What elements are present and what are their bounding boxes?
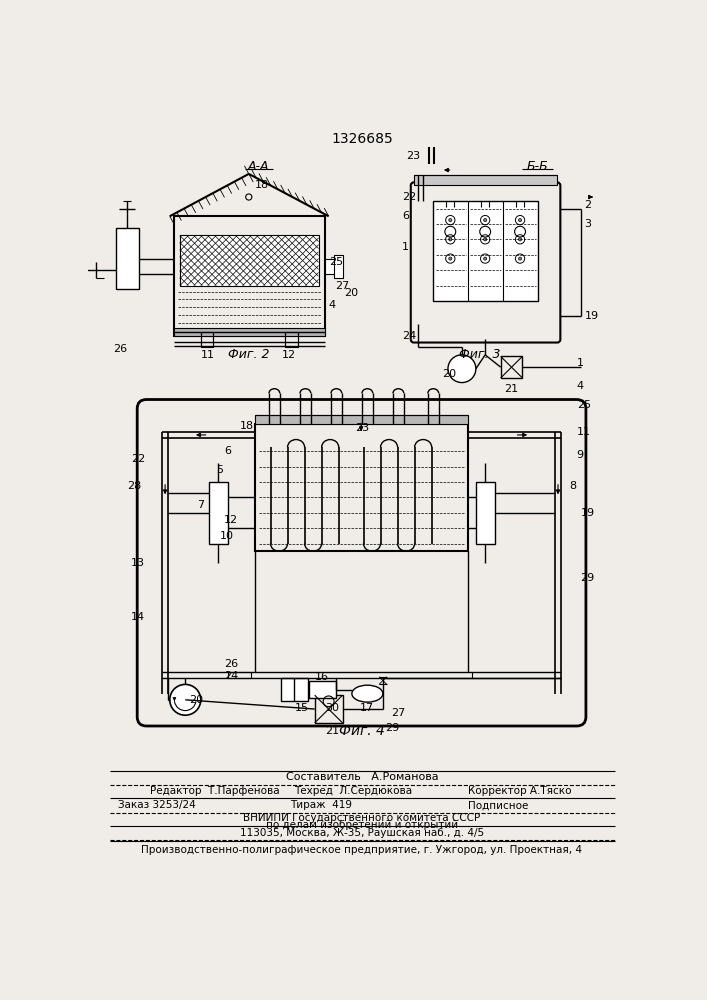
Text: 29: 29 xyxy=(580,573,595,583)
Text: 11: 11 xyxy=(201,350,215,360)
Circle shape xyxy=(484,238,486,241)
Circle shape xyxy=(518,219,522,222)
Bar xyxy=(433,201,538,301)
Text: 27: 27 xyxy=(391,708,405,718)
Bar xyxy=(315,695,343,723)
Bar xyxy=(209,482,228,544)
Text: 19: 19 xyxy=(585,311,599,321)
Circle shape xyxy=(448,355,476,383)
Text: 15: 15 xyxy=(296,703,309,713)
Text: 19: 19 xyxy=(580,508,595,518)
Circle shape xyxy=(170,684,201,715)
Circle shape xyxy=(74,265,86,276)
Text: 25: 25 xyxy=(329,257,343,267)
Text: 6: 6 xyxy=(224,446,231,456)
Text: 1: 1 xyxy=(402,242,409,252)
Text: 12: 12 xyxy=(224,515,238,525)
Bar xyxy=(174,328,325,336)
Text: 21: 21 xyxy=(505,384,519,394)
Text: 24: 24 xyxy=(402,331,416,341)
Text: 24: 24 xyxy=(224,671,238,681)
Circle shape xyxy=(449,257,452,260)
Text: 3: 3 xyxy=(585,219,591,229)
Text: 1326685: 1326685 xyxy=(331,132,393,146)
Text: 20: 20 xyxy=(443,369,457,379)
Text: А-А: А-А xyxy=(248,160,269,173)
Text: Тираж  419: Тираж 419 xyxy=(290,800,352,810)
Text: 14: 14 xyxy=(131,612,145,622)
Text: 17: 17 xyxy=(360,703,374,713)
Circle shape xyxy=(518,238,522,241)
Ellipse shape xyxy=(352,685,383,702)
Text: 27: 27 xyxy=(336,281,350,291)
Bar xyxy=(255,424,468,551)
Text: 22: 22 xyxy=(402,192,416,202)
Circle shape xyxy=(484,257,486,260)
Bar xyxy=(334,255,344,278)
Text: 28: 28 xyxy=(127,481,141,491)
Circle shape xyxy=(484,219,486,222)
Text: 6: 6 xyxy=(402,211,409,221)
Text: 4: 4 xyxy=(329,300,336,310)
Text: Техред  Л.Сердюкова: Техред Л.Сердюкова xyxy=(293,786,412,796)
Text: Подписное: Подписное xyxy=(468,800,529,810)
Text: 21: 21 xyxy=(325,726,339,736)
Text: Корректор А.Тяско: Корректор А.Тяско xyxy=(468,786,572,796)
Text: 113035, Москва, Ж-35, Раушская наб., д. 4/5: 113035, Москва, Ж-35, Раушская наб., д. … xyxy=(240,828,484,838)
Text: 10: 10 xyxy=(220,531,234,541)
Text: 23: 23 xyxy=(406,151,420,161)
Text: Б-Б: Б-Б xyxy=(527,160,549,173)
Circle shape xyxy=(518,257,522,260)
Text: 18: 18 xyxy=(255,180,269,190)
Text: 20: 20 xyxy=(344,288,358,298)
Text: Фиг. 2: Фиг. 2 xyxy=(228,348,269,361)
Text: 2: 2 xyxy=(585,200,592,210)
Bar xyxy=(285,332,298,347)
Text: Фиг. 4: Фиг. 4 xyxy=(339,724,385,738)
Text: 9: 9 xyxy=(577,450,584,460)
Text: 23: 23 xyxy=(355,423,369,433)
Text: 26: 26 xyxy=(224,659,238,669)
Text: 20: 20 xyxy=(189,695,203,705)
Text: Редактор  Т.Парфенова: Редактор Т.Парфенова xyxy=(151,786,280,796)
Text: Заказ 3253/24: Заказ 3253/24 xyxy=(118,800,196,810)
Text: Фиг. 3: Фиг. 3 xyxy=(459,348,501,361)
Text: 12: 12 xyxy=(282,350,296,360)
Text: 30: 30 xyxy=(325,703,339,713)
Text: по делам изобретений и открытий: по делам изобретений и открытий xyxy=(266,820,458,830)
Text: 18: 18 xyxy=(240,421,254,431)
Text: 5: 5 xyxy=(216,465,223,475)
Text: 1: 1 xyxy=(577,358,583,368)
Text: 26: 26 xyxy=(113,344,127,354)
Text: 13: 13 xyxy=(131,558,145,568)
Text: 8: 8 xyxy=(569,481,576,491)
Circle shape xyxy=(449,238,452,241)
Text: 11: 11 xyxy=(577,427,590,437)
Bar xyxy=(255,415,468,424)
Text: 29: 29 xyxy=(385,723,399,733)
Bar xyxy=(228,672,251,678)
Text: 7: 7 xyxy=(197,500,204,510)
Bar xyxy=(180,235,319,286)
Circle shape xyxy=(449,219,452,222)
Text: Составитель   А.Романова: Составитель А.Романова xyxy=(286,772,438,782)
Text: 22: 22 xyxy=(131,454,145,464)
Bar xyxy=(201,332,213,347)
Bar xyxy=(115,228,139,289)
Bar xyxy=(501,356,522,378)
Bar xyxy=(174,216,325,336)
Text: 16: 16 xyxy=(315,672,329,682)
Text: 25: 25 xyxy=(577,400,591,410)
Bar xyxy=(325,259,339,274)
Text: ВНИИПИ Государственного комитета СССР: ВНИИПИ Государственного комитета СССР xyxy=(243,813,481,823)
Bar xyxy=(476,482,495,544)
Bar xyxy=(414,175,557,185)
Text: Производственно-полиграфическое предприятие, г. Ужгород, ул. Проектная, 4: Производственно-полиграфическое предприя… xyxy=(141,845,583,855)
Text: 4: 4 xyxy=(577,381,584,391)
Bar xyxy=(309,681,337,698)
Bar xyxy=(281,678,308,701)
